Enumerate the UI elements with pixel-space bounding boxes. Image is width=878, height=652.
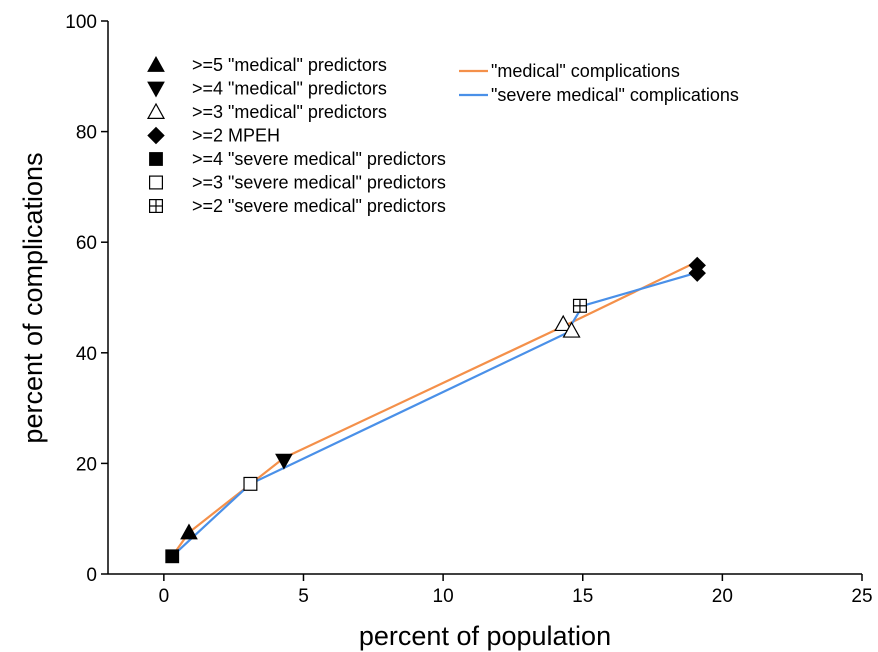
data-markers xyxy=(165,256,706,564)
marker-shape xyxy=(147,55,165,72)
series-line-1 xyxy=(171,260,698,557)
legend-label: >=3 "severe medical" predictors xyxy=(192,173,446,193)
legend-marker-square-open xyxy=(149,175,164,190)
marker-shape xyxy=(554,314,573,332)
data-point-square-filled xyxy=(165,549,180,564)
series-lines xyxy=(171,260,698,558)
legend-marker-triangle-up-filled xyxy=(147,55,165,72)
legend-label: >=4 "medical" predictors xyxy=(192,79,387,99)
x-tick-label: 15 xyxy=(572,586,593,607)
x-tick-label: 5 xyxy=(298,586,309,607)
data-point-triangle-up-filled xyxy=(180,523,198,540)
x-tick-label: 20 xyxy=(712,586,733,607)
legend-label: >=4 "severe medical" predictors xyxy=(192,149,446,169)
marker-shape xyxy=(149,175,164,190)
legend-marker-square-cross xyxy=(149,199,164,214)
marker-shape xyxy=(165,549,180,564)
axes: 0 5 10 15 20 25 0 20 40 60 80 100 xyxy=(65,12,872,607)
marker-shape xyxy=(149,152,163,166)
marker-shape xyxy=(562,321,581,338)
legend-marker-triangle-down-filled xyxy=(147,81,165,98)
x-tick-label: 10 xyxy=(433,586,454,607)
series-line-2 xyxy=(171,271,698,558)
y-tick-label: 100 xyxy=(65,12,97,33)
marker-shape xyxy=(688,264,706,282)
legend-label: >=5 "medical" predictors xyxy=(192,55,387,75)
data-point-square-cross xyxy=(572,298,587,313)
marker-shape xyxy=(147,126,165,145)
data-point-square-open xyxy=(243,476,258,491)
y-axis-title: percent of complications xyxy=(18,152,48,443)
y-tick-label: 0 xyxy=(86,565,97,586)
legend-series-label: "severe medical" complications xyxy=(491,85,739,105)
data-point-diamond-filled xyxy=(688,264,706,282)
y-tick-label: 40 xyxy=(76,344,97,365)
x-axis-title: percent of population xyxy=(359,621,611,651)
marker-shape xyxy=(147,81,165,98)
legend-label: >=3 "medical" predictors xyxy=(192,102,387,122)
legend-marker-triangle-up-open xyxy=(146,102,166,120)
legend-marker-diamond-filled xyxy=(147,126,165,145)
y-tick-label: 20 xyxy=(76,454,97,475)
legend-series-label: "medical" complications xyxy=(491,61,680,81)
marker-shape xyxy=(180,523,198,540)
legend-label: >=2 "severe medical" predictors xyxy=(192,196,446,216)
x-tick-label: 25 xyxy=(851,586,872,607)
legend: >=5 "medical" predictors >=4 "medical" pr… xyxy=(146,55,739,216)
marker-shape xyxy=(243,476,258,491)
y-tick-label: 80 xyxy=(76,123,97,144)
marker-shape xyxy=(146,102,166,120)
data-point-triangle-up-open xyxy=(554,314,573,332)
x-tick-label: 0 xyxy=(159,586,170,607)
data-point-triangle-up-open xyxy=(562,321,581,338)
y-tick-label: 60 xyxy=(76,233,97,254)
legend-label: >=2 MPEH xyxy=(192,126,280,146)
marker-shape xyxy=(275,453,293,470)
legend-marker-square-filled xyxy=(149,152,163,166)
data-point-triangle-down-filled xyxy=(275,453,293,470)
